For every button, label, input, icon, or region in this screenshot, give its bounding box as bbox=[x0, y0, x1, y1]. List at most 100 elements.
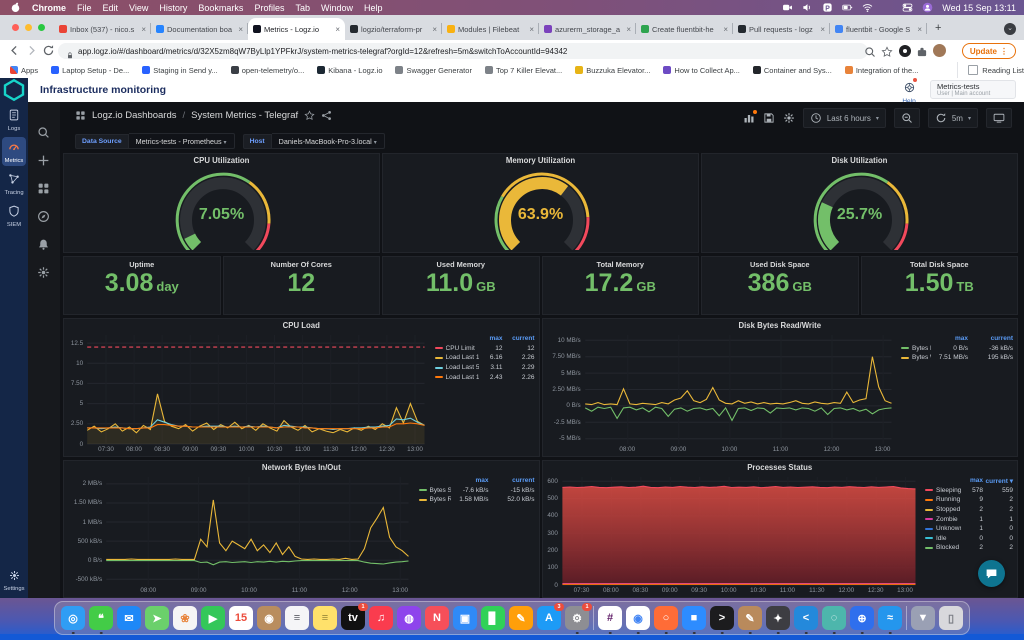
new-tab-button[interactable]: + bbox=[935, 22, 942, 34]
legend-col-current[interactable]: current bbox=[990, 335, 1013, 343]
wifi-icon[interactable] bbox=[862, 2, 873, 13]
search-icon[interactable] bbox=[37, 126, 50, 139]
dock-messages[interactable]: ❝ bbox=[89, 606, 113, 634]
time-range-picker[interactable]: Last 6 hours ▾ bbox=[802, 108, 886, 128]
bookmark-apps[interactable]: Apps bbox=[10, 66, 38, 75]
legend-row[interactable]: Zombie 1 1 bbox=[925, 514, 1013, 524]
bookmark-item-7[interactable]: Buzzuka Elevator... bbox=[575, 66, 650, 75]
account-switcher[interactable]: Metrics-tests User | Main account bbox=[930, 80, 1016, 99]
dock-vscode[interactable]: < bbox=[794, 606, 818, 634]
dock-zoom[interactable]: ■ bbox=[682, 606, 706, 634]
reload-icon[interactable] bbox=[42, 44, 55, 57]
battery-icon[interactable] bbox=[842, 2, 853, 13]
panel-title[interactable]: Processes Status bbox=[747, 463, 813, 472]
legend-row[interactable]: Idle 0 0 bbox=[925, 534, 1013, 544]
filter-value[interactable]: Daniels-MacBook-Pro-3.local ▾ bbox=[271, 133, 385, 150]
chat-widget-button[interactable] bbox=[978, 560, 1005, 587]
tab-7[interactable]: Create fluentbit-he × bbox=[636, 18, 733, 40]
menu-tab[interactable]: Tab bbox=[295, 2, 310, 13]
tab-9[interactable]: fluentbit - Google S × bbox=[830, 18, 927, 40]
extensions-puzzle-icon[interactable] bbox=[916, 45, 928, 57]
dock-downloads[interactable]: ▼ bbox=[911, 606, 935, 630]
legend-row[interactable]: Bytes Written 7.51 MB/s 195 kB/s bbox=[901, 353, 1013, 363]
bookmark-item-4[interactable]: Kibana - Logz.io bbox=[317, 66, 382, 75]
bookmark-item-9[interactable]: Container and Sys... bbox=[752, 66, 832, 75]
tab-close-icon[interactable]: × bbox=[820, 24, 825, 34]
panel-title[interactable]: Number Of Cores bbox=[270, 260, 332, 269]
tab-3[interactable]: Metrics - Logz.io × bbox=[248, 18, 345, 40]
logzio-logo[interactable] bbox=[0, 78, 28, 102]
dock-xcode[interactable]: ⊕ bbox=[850, 606, 874, 634]
dock-keynote[interactable]: ▣ bbox=[453, 606, 477, 630]
legend-row[interactable]: Bytes Read 0 B/s -36 kB/s bbox=[901, 344, 1013, 354]
tab-1[interactable]: Inbox (537) - nico.s × bbox=[54, 18, 151, 40]
legend-row[interactable]: Load Last 15m 2.43 2.26 bbox=[434, 372, 535, 382]
dock-slack[interactable]: # bbox=[598, 606, 622, 634]
apple-logo-icon[interactable] bbox=[10, 2, 21, 13]
legend-col-max[interactable]: max bbox=[475, 477, 489, 485]
user-avatar-icon[interactable] bbox=[922, 2, 933, 13]
legend-row[interactable]: Stopped 2 2 bbox=[925, 505, 1013, 515]
legend-row[interactable]: CPU Limit 12 12 bbox=[434, 344, 535, 354]
dock-safari[interactable]: ◎ bbox=[61, 606, 85, 634]
panel-title[interactable]: Disk Bytes Read/Write bbox=[738, 321, 822, 330]
legend-row[interactable]: Bytes Received 1.58 MB/s 52.0 kB/s bbox=[418, 495, 535, 505]
legend-row[interactable]: Bytes Sent -7.6 kB/s -15 kB/s bbox=[418, 486, 535, 496]
bookmark-item-10[interactable]: Integration of the... bbox=[844, 66, 918, 75]
legend-row[interactable]: Load Last 5m 3.11 2.29 bbox=[434, 363, 535, 373]
tab-close-icon[interactable]: × bbox=[723, 24, 728, 34]
legend-col-max[interactable]: max bbox=[489, 335, 503, 343]
tab-close-icon[interactable]: × bbox=[335, 24, 340, 34]
tv-mode-button[interactable] bbox=[986, 108, 1012, 128]
panel-title[interactable]: Disk Utilization bbox=[831, 156, 888, 165]
bookmark-item-6[interactable]: Top 7 Killer Elevat... bbox=[484, 66, 562, 75]
menu-bar-clock[interactable]: Wed 15 Sep 13:11 bbox=[942, 2, 1016, 13]
legend-row[interactable]: Blocked 2 2 bbox=[925, 543, 1013, 553]
panel-title[interactable]: CPU Utilization bbox=[193, 156, 250, 165]
window-zoom-button[interactable] bbox=[38, 24, 45, 31]
tab-close-icon[interactable]: × bbox=[238, 24, 243, 34]
panel-title[interactable]: Used Memory bbox=[436, 260, 485, 269]
legend-row[interactable]: Sleeping 578 559 bbox=[925, 486, 1013, 496]
dock-contacts[interactable]: ◉ bbox=[257, 606, 281, 630]
menu-profiles[interactable]: Profiles bbox=[254, 2, 285, 13]
refresh-picker[interactable]: 5m ▾ bbox=[927, 108, 978, 128]
panel-title[interactable]: Network Bytes In/Out bbox=[261, 463, 341, 472]
menu-file[interactable]: File bbox=[77, 2, 92, 13]
window-close-button[interactable] bbox=[12, 24, 19, 31]
dock-mail[interactable]: ✉ bbox=[117, 606, 141, 630]
volume-icon[interactable] bbox=[802, 2, 813, 13]
menu-app-name[interactable]: Chrome bbox=[32, 2, 67, 13]
tab-close-icon[interactable]: × bbox=[141, 24, 146, 34]
save-dashboard-icon[interactable] bbox=[763, 112, 775, 124]
find-icon[interactable] bbox=[864, 45, 876, 57]
tab-close-icon[interactable]: × bbox=[529, 24, 534, 34]
dock-pencil-app[interactable]: ✎ bbox=[738, 606, 762, 634]
panel-title[interactable]: Uptime bbox=[129, 260, 155, 269]
preferences-icon[interactable] bbox=[37, 266, 50, 279]
control-center-icon[interactable] bbox=[902, 2, 913, 13]
dock-maps[interactable]: ➤ bbox=[145, 606, 169, 630]
dock-pages[interactable]: ✎ bbox=[509, 606, 533, 630]
filter-data-source[interactable]: Data Source Metrics-tests - Prometheus ▾ bbox=[75, 133, 235, 150]
panel-title[interactable]: Total Memory bbox=[596, 260, 645, 269]
dock-system-preferences[interactable]: ⚙ 1 bbox=[565, 603, 592, 634]
dock-chrome[interactable]: ◉ bbox=[626, 606, 650, 634]
breadcrumb-current[interactable]: System Metrics - Telegraf bbox=[191, 110, 299, 121]
chrome-update-button[interactable]: Update ⋮ bbox=[961, 43, 1016, 59]
menu-history[interactable]: History bbox=[159, 2, 188, 13]
dock-reminders[interactable]: ≡ bbox=[285, 606, 309, 630]
panel-title[interactable]: Total Disk Space bbox=[909, 260, 969, 269]
forward-icon[interactable] bbox=[25, 44, 38, 57]
dock-design-tool[interactable]: ✦ bbox=[766, 606, 790, 634]
tab-8[interactable]: Pull requests - logz × bbox=[733, 18, 830, 40]
profile-avatar[interactable] bbox=[933, 44, 946, 57]
dock-calendar[interactable]: 15 bbox=[229, 606, 253, 630]
tab-2[interactable]: Documentation boa × bbox=[151, 18, 248, 40]
dock-docker[interactable]: ≈ bbox=[878, 606, 902, 634]
legend-col-current[interactable]: current bbox=[512, 477, 535, 485]
help-button[interactable]: Help bbox=[894, 78, 924, 105]
share-icon[interactable] bbox=[321, 110, 332, 121]
address-bar[interactable]: app.logz.io/#/dashboard/metrics/d/32X5zm… bbox=[58, 43, 868, 59]
